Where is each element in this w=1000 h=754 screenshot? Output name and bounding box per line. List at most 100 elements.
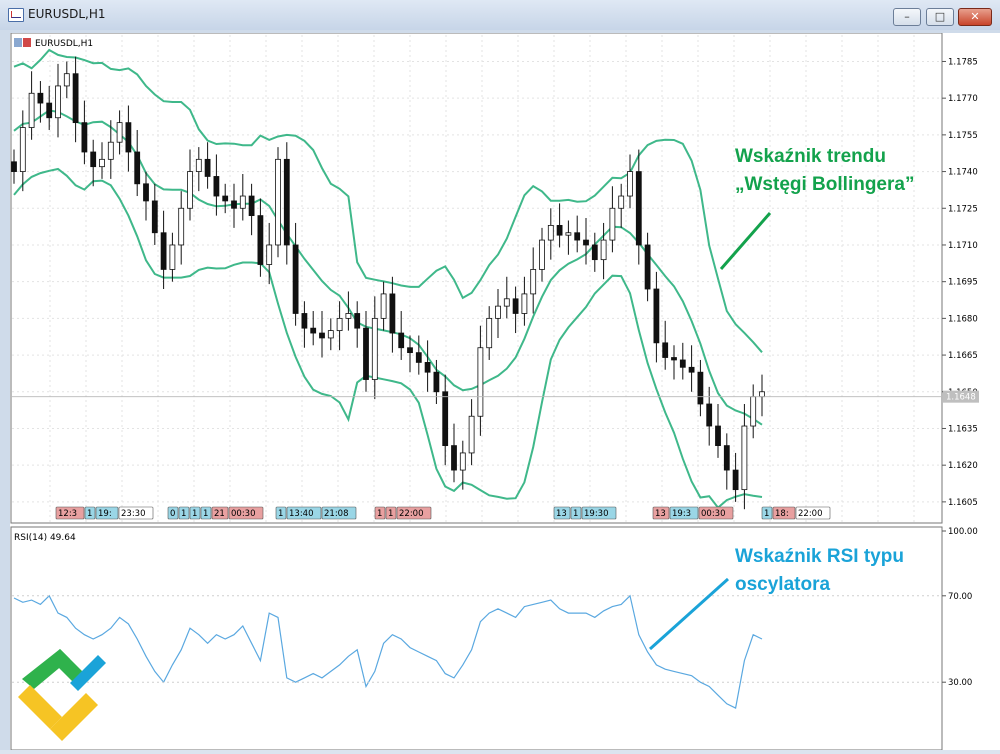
event-marker xyxy=(211,506,229,520)
candle-body xyxy=(336,317,343,332)
current-price-label: 1.1648 xyxy=(946,393,976,403)
event-marker-label: 1 xyxy=(203,509,208,519)
chart-window-icon xyxy=(8,8,24,22)
candle-body xyxy=(257,215,264,265)
candle-body xyxy=(635,171,642,246)
event-marker xyxy=(374,506,386,520)
candle-body xyxy=(151,200,158,234)
candle-body xyxy=(512,298,519,314)
candle-body xyxy=(662,342,669,358)
candle-body xyxy=(266,244,273,265)
candle-body xyxy=(125,122,132,153)
candle-body xyxy=(46,102,53,119)
candle-body xyxy=(354,313,361,329)
candle-body xyxy=(204,158,211,177)
candle-body xyxy=(107,141,114,160)
candle-body xyxy=(143,183,149,202)
candle-body xyxy=(574,232,581,241)
event-marker xyxy=(178,506,190,520)
candle-body xyxy=(275,158,281,246)
bollinger-upper-band xyxy=(13,48,763,353)
event-marker xyxy=(228,506,264,520)
candle-body xyxy=(283,158,290,246)
candle-body xyxy=(231,200,237,209)
candle-body xyxy=(759,391,765,398)
bollinger-lower-band xyxy=(13,167,763,510)
candle-body xyxy=(319,332,325,339)
rsi-tick-label: 100.00 xyxy=(948,527,978,537)
event-marker-label: 13 xyxy=(556,509,567,519)
candle-body xyxy=(495,305,501,319)
event-marker-label: 1 xyxy=(181,509,186,519)
candle-body xyxy=(195,158,202,172)
candle-body xyxy=(424,362,431,373)
candle-body xyxy=(301,313,308,329)
bollinger-annotation-line2: „Wstęgi Bollingera” xyxy=(735,174,915,195)
rsi-pane[interactable] xyxy=(10,526,943,751)
price-chart-svg[interactable]: 1.1785 1.1770 1.1755 1.1740 1.1725 1.1710 1.16… xyxy=(10,32,1000,751)
candle-body xyxy=(28,92,35,128)
candle-body xyxy=(407,347,413,354)
candle-body xyxy=(530,269,537,295)
candle-body xyxy=(169,244,176,270)
event-marker xyxy=(772,506,796,520)
candle-body xyxy=(90,151,97,168)
event-marker-label: 00:30 xyxy=(701,509,726,519)
price-tick-label: 1.1605 xyxy=(948,498,978,508)
candle-body xyxy=(116,122,123,143)
rsi-pointer-line xyxy=(648,577,730,651)
candle-body xyxy=(688,366,695,373)
candle-body xyxy=(451,445,457,471)
rsi-line xyxy=(13,594,763,709)
close-button[interactable]: ✕ xyxy=(958,8,992,26)
candle-body xyxy=(486,317,493,349)
price-tick-label: 1.1770 xyxy=(948,94,978,104)
event-marker-label: 18: xyxy=(775,509,789,519)
price-tick-label: 1.1710 xyxy=(948,241,978,251)
price-pane[interactable] xyxy=(10,32,943,524)
candle-body xyxy=(178,207,185,246)
candle-body xyxy=(618,195,625,209)
candle-body xyxy=(389,293,396,334)
candle-body xyxy=(433,371,440,393)
chart-symbol-label: EURUSDL,H1 xyxy=(35,39,93,49)
event-marker xyxy=(698,506,734,520)
minimize-button[interactable]: – xyxy=(893,8,921,26)
event-marker-label: 19:3 xyxy=(672,509,691,519)
candle-body xyxy=(715,425,721,446)
bollinger-pointer-line xyxy=(719,212,772,270)
event-markers: 12:3 1 19: 23:30 0 1 1 1 21 00:30 1 13:40 21:08 1 1 22:… xyxy=(55,506,831,520)
maximize-button[interactable]: □ xyxy=(926,8,954,26)
candle-body xyxy=(679,359,686,368)
candle-body xyxy=(591,244,598,261)
rsi-annotation-line2: oscylatora xyxy=(735,574,831,595)
candle-body xyxy=(310,327,317,334)
candle-body xyxy=(671,357,677,361)
window-title: EURUSDL,H1 xyxy=(28,7,106,21)
event-marker-label: 1 xyxy=(278,509,283,519)
event-marker xyxy=(118,506,154,520)
event-marker-label: 0 xyxy=(170,509,175,519)
candle-body xyxy=(653,288,660,344)
event-marker-label: 00:30 xyxy=(231,509,256,519)
event-marker-label: 1 xyxy=(192,509,197,519)
candle-body xyxy=(239,195,246,209)
rsi-annotation-line1: Wskaźnik RSI typu xyxy=(735,546,904,567)
event-marker-label: 1 xyxy=(388,509,393,519)
rsi-tick-label: 70.00 xyxy=(948,592,972,602)
event-marker-label: 19: xyxy=(98,509,112,519)
event-marker xyxy=(167,506,179,520)
candle-body xyxy=(723,445,730,471)
candle-body xyxy=(37,92,44,104)
event-marker xyxy=(286,506,322,520)
price-tick-label: 1.1785 xyxy=(948,57,978,67)
current-price-badge xyxy=(943,390,979,403)
price-tick-label: 1.1695 xyxy=(948,278,978,288)
event-marker-label: 13:40 xyxy=(289,509,314,519)
event-marker xyxy=(95,506,119,520)
title-bar[interactable]: EURUSDL,H1 – □ ✕ xyxy=(0,0,1000,30)
chart-area[interactable]: 1.1785 1.1770 1.1755 1.1740 1.1725 1.1710 1.16… xyxy=(10,32,1000,751)
candle-body xyxy=(697,371,704,405)
rsi-axis: 100.00 70.00 30.00 xyxy=(12,527,978,688)
chart-candles-icon xyxy=(23,38,31,47)
